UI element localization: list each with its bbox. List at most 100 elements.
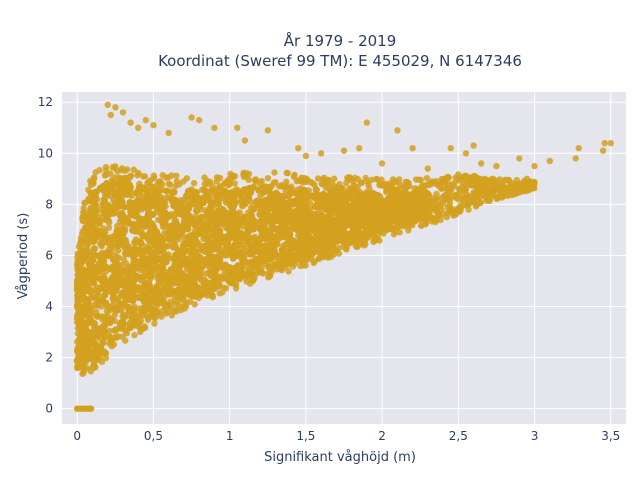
data-point xyxy=(185,220,193,228)
data-point xyxy=(117,181,125,189)
data-point xyxy=(102,288,111,296)
data-point xyxy=(298,239,307,248)
data-point xyxy=(129,297,137,305)
data-point xyxy=(470,142,477,149)
data-point xyxy=(102,263,110,271)
data-point xyxy=(198,263,206,271)
x-tick-label: 0,5 xyxy=(144,429,163,443)
data-point xyxy=(269,262,277,270)
data-point xyxy=(211,124,218,131)
data-point xyxy=(219,289,226,296)
data-point xyxy=(169,196,177,204)
data-point xyxy=(363,233,371,241)
data-point xyxy=(295,145,302,152)
data-point xyxy=(237,252,245,260)
data-point xyxy=(352,236,360,244)
x-tick-label: 1,5 xyxy=(296,429,315,443)
data-point xyxy=(102,249,110,257)
data-point xyxy=(286,198,294,206)
data-point xyxy=(118,291,126,299)
data-point xyxy=(384,184,391,192)
data-point xyxy=(369,192,377,200)
data-point xyxy=(264,206,272,214)
data-point xyxy=(81,209,88,216)
data-point xyxy=(112,104,119,111)
data-point xyxy=(93,301,101,309)
data-point xyxy=(409,145,416,152)
data-point xyxy=(182,282,190,291)
data-point xyxy=(102,354,110,362)
data-point xyxy=(247,212,256,220)
data-point xyxy=(101,209,109,217)
data-point xyxy=(151,320,158,327)
x-tick-labels: 0 0,5 1 1,5 2 2,5 3 3,5 xyxy=(73,429,620,443)
data-point xyxy=(340,147,348,154)
data-point xyxy=(406,196,414,204)
data-point xyxy=(167,181,174,188)
data-point xyxy=(112,333,120,341)
data-point xyxy=(489,186,496,193)
data-point xyxy=(356,192,365,200)
data-point xyxy=(267,216,275,224)
data-point xyxy=(317,150,325,157)
data-point xyxy=(170,288,178,296)
data-point xyxy=(303,227,311,235)
data-point xyxy=(220,189,228,198)
data-point xyxy=(601,139,608,147)
data-point xyxy=(150,223,158,231)
data-point xyxy=(97,345,105,353)
data-point xyxy=(115,271,123,279)
data-point xyxy=(109,295,117,303)
data-point xyxy=(227,275,235,283)
data-point xyxy=(258,227,266,235)
data-point xyxy=(105,237,113,246)
data-point xyxy=(266,251,274,259)
data-point xyxy=(450,210,458,217)
data-point xyxy=(92,363,99,371)
data-point xyxy=(373,175,381,183)
data-point xyxy=(165,279,173,287)
data-point xyxy=(91,342,100,350)
data-point xyxy=(104,101,111,109)
data-point xyxy=(496,176,503,183)
data-point xyxy=(284,169,291,177)
data-point xyxy=(75,266,83,275)
data-point xyxy=(201,289,209,297)
data-point xyxy=(424,165,431,172)
data-point xyxy=(118,188,126,196)
data-point xyxy=(144,216,152,224)
data-point xyxy=(322,193,330,201)
data-point xyxy=(91,200,99,208)
data-point xyxy=(86,196,94,204)
data-point xyxy=(231,222,239,230)
data-point xyxy=(139,232,147,240)
data-point xyxy=(213,238,221,246)
data-point xyxy=(599,147,607,154)
x-tick-label: 1 xyxy=(226,429,234,443)
data-point xyxy=(158,198,166,206)
data-point xyxy=(224,240,232,248)
data-point xyxy=(265,184,273,192)
data-point xyxy=(423,190,432,198)
data-point xyxy=(284,192,292,200)
data-point xyxy=(143,283,151,291)
data-point xyxy=(413,206,421,214)
data-point xyxy=(362,174,369,182)
data-point xyxy=(465,206,472,213)
x-tick-label: 2,5 xyxy=(449,429,468,443)
data-point xyxy=(295,193,303,201)
data-point xyxy=(506,185,514,192)
data-point xyxy=(318,180,325,188)
data-point xyxy=(212,266,220,274)
data-point xyxy=(308,246,316,254)
data-point xyxy=(159,181,166,188)
data-point xyxy=(95,219,103,227)
data-point xyxy=(89,237,97,246)
data-point xyxy=(356,145,363,152)
data-point xyxy=(489,190,497,198)
data-point xyxy=(106,318,114,326)
data-point xyxy=(351,186,358,193)
data-point xyxy=(111,232,119,240)
